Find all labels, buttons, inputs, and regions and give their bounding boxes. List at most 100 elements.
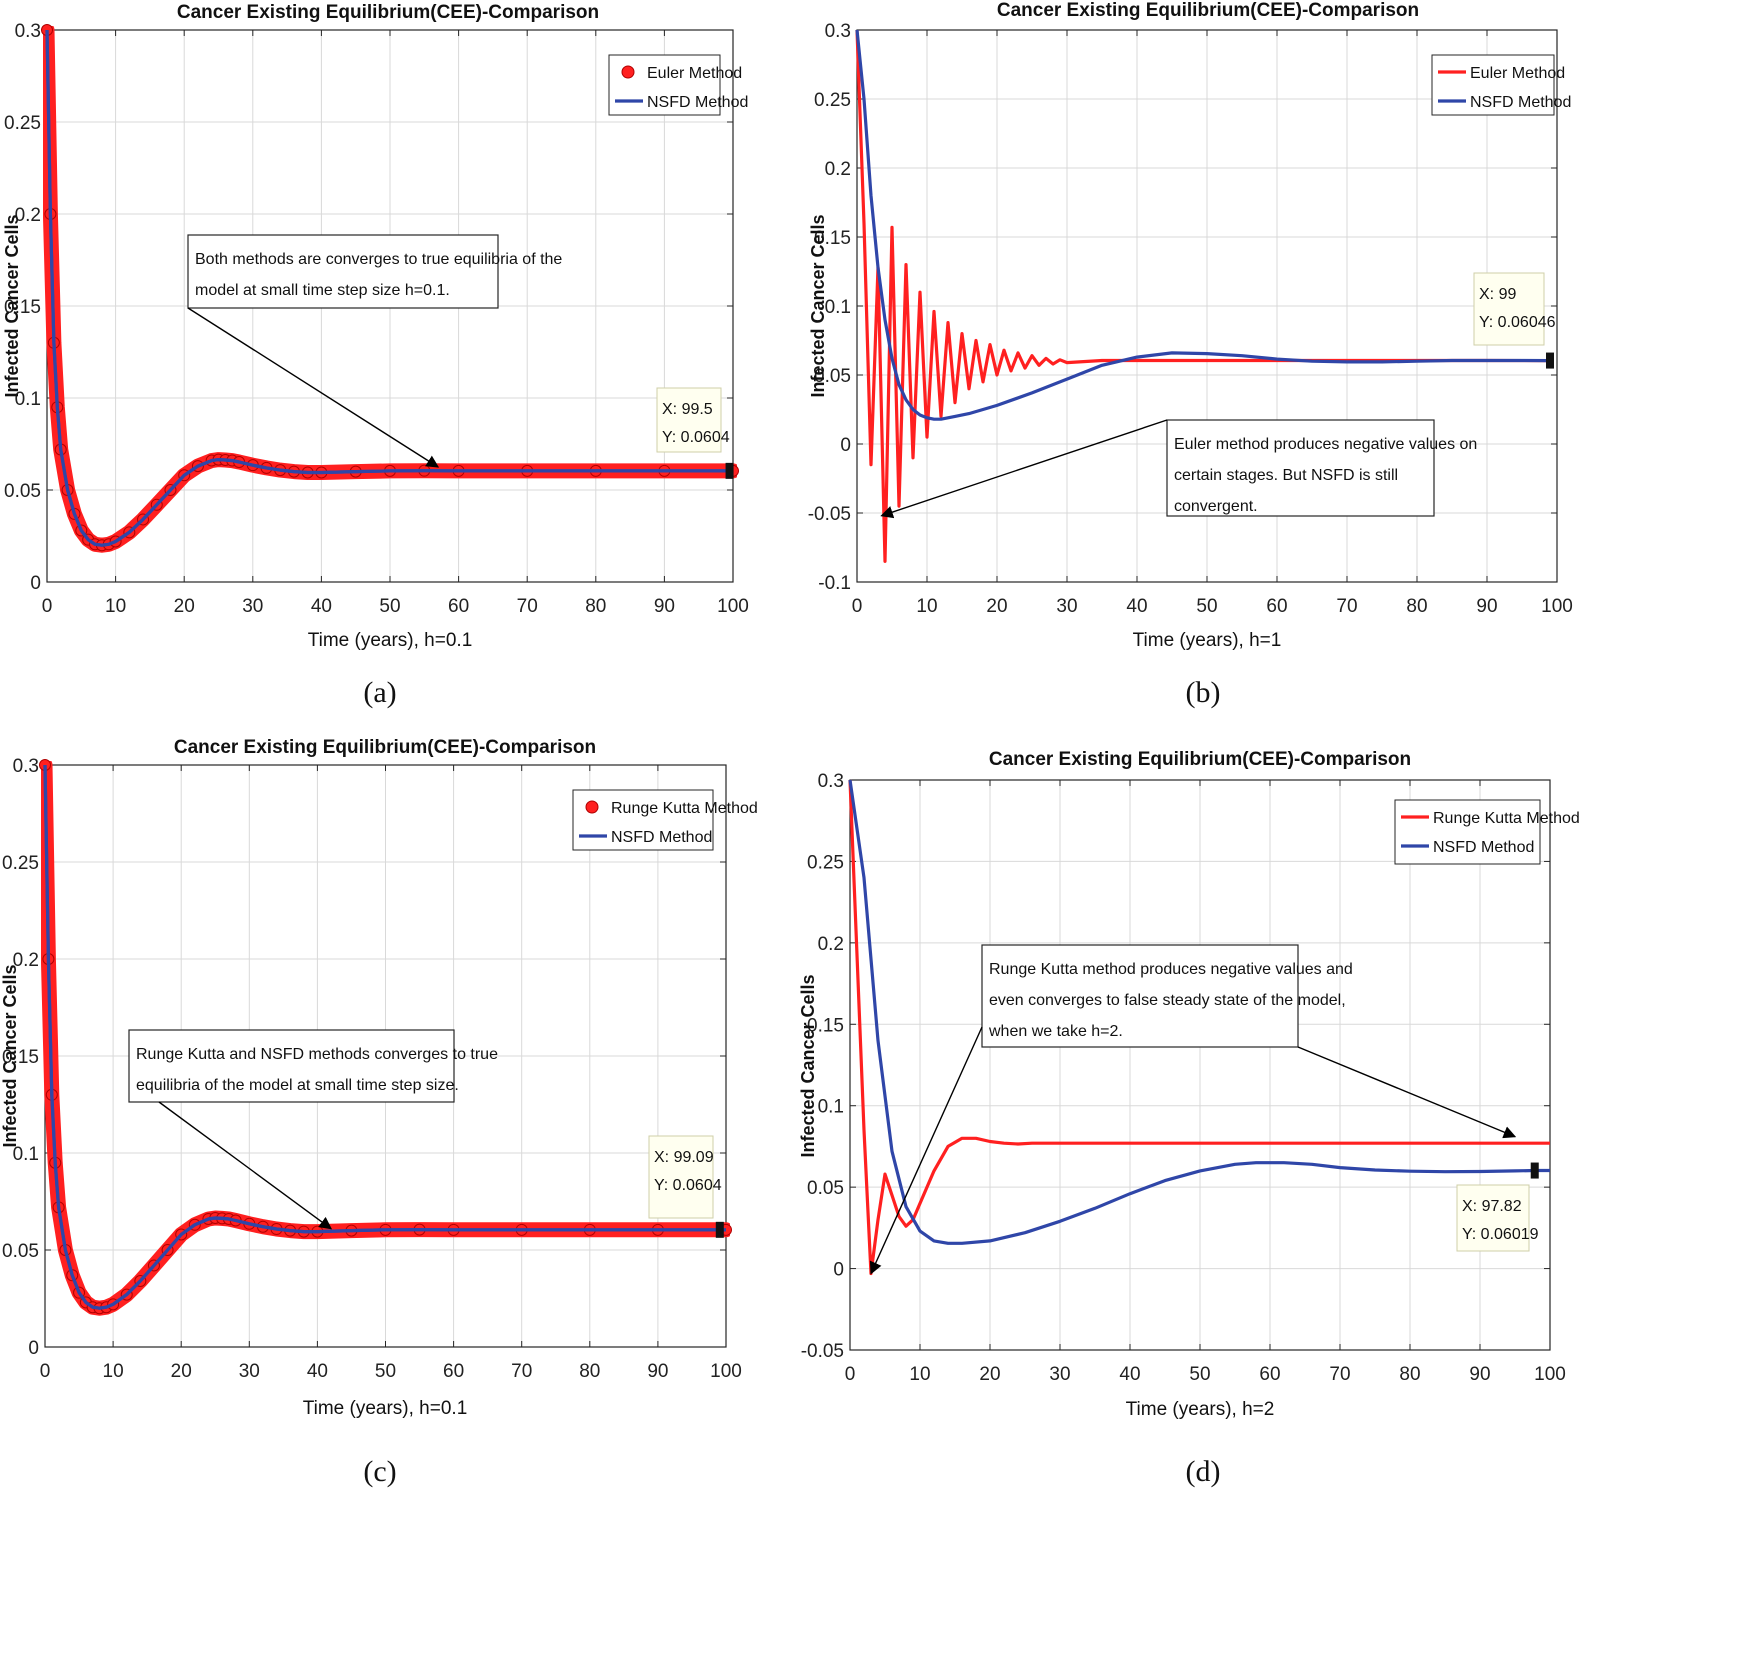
series-nsfd-line-overlay [45, 29, 733, 547]
y-tick-label: 0.2 [818, 934, 844, 955]
x-tick-label: 50 [1189, 1364, 1210, 1385]
y-tick-label: 0.3 [13, 756, 39, 777]
annotation-text: equilibria of the model at small time st… [136, 1077, 459, 1094]
panel-label: (b) [1186, 676, 1221, 709]
datatip-marker [1530, 1162, 1539, 1179]
x-tick-label: 70 [1336, 596, 1357, 617]
datatip: X: 99 Y: 0.06046 [1473, 272, 1556, 369]
chart-panel-a: 0 10 20 30 40 50 60 70 80 90 100 0 0.05 0.1 0.15 0.2 0.2… [2, 2, 749, 709]
x-tick-label: 90 [1476, 596, 1497, 617]
x-tick-label: 0 [845, 1364, 856, 1385]
x-tick-label: 0 [40, 1361, 51, 1382]
datatip-text: X: 99.5 [662, 401, 713, 418]
datatip-box [1473, 272, 1545, 346]
y-tick-label: 0.05 [4, 481, 41, 502]
annotation-text: when we take h=2. [988, 1023, 1123, 1040]
y-tick-label: 0.1 [15, 389, 41, 410]
y-tick-label: 0 [28, 1338, 39, 1359]
datatip-text: Y: 0.0604 [654, 1177, 722, 1194]
legend-box [1394, 799, 1541, 865]
y-tick-label: 0 [30, 573, 41, 594]
x-tick-label: 60 [1266, 596, 1287, 617]
y-tick-label: -0.05 [808, 504, 851, 525]
datatip-text: Y: 0.0604 [662, 429, 730, 446]
y-tick-label: 0.1 [818, 1097, 844, 1118]
annotation-box [187, 234, 499, 309]
x-tick-label: 70 [517, 596, 538, 617]
y-tick-label: 0 [833, 1260, 844, 1281]
x-tick-label: 50 [379, 596, 400, 617]
legend-box [1431, 54, 1555, 116]
annotation-arrow [187, 307, 440, 468]
x-tick-label: 90 [1469, 1364, 1490, 1385]
x-tick-label: 10 [103, 1361, 124, 1382]
y-tick-label: -0.05 [801, 1341, 844, 1362]
y-tick-label: 0.25 [807, 852, 844, 873]
x-tick-label: 90 [654, 596, 675, 617]
annotation-arrow [880, 419, 1168, 519]
datatip-text: X: 99.09 [654, 1149, 714, 1166]
annotation: Runge Kutta method produces negative val… [869, 944, 1517, 1275]
datatip-marker [725, 462, 734, 479]
series-line-1 [855, 29, 1551, 421]
datatip-marker [1546, 352, 1554, 369]
x-tick-label: 60 [448, 596, 469, 617]
annotation-text: convergent. [1174, 498, 1258, 515]
y-axis-label: Infected Cancer Cells [798, 974, 818, 1157]
datatip-box [656, 387, 722, 453]
y-tick-label: 0.15 [2, 1047, 39, 1068]
legend-label: Euler Method [1470, 65, 1565, 82]
x-tick-label: 50 [375, 1361, 396, 1382]
y-tick-label: 0.2 [13, 950, 39, 971]
y-tick-label: 0.15 [814, 228, 851, 249]
annotation: Runge Kutta and NSFD methods converges t… [128, 1029, 498, 1230]
x-axis-label: Time (years), h=0.1 [308, 630, 473, 651]
y-tick-label: 0.3 [15, 21, 41, 42]
chart-panel-b: 0 10 20 30 40 50 60 70 80 90 100 -0.1 -0.05 0 0.05 0.1 0… [808, 0, 1573, 709]
annotation: Euler method produces negative values on… [880, 419, 1477, 519]
legend: Euler Method NSFD Method [608, 54, 748, 116]
annotation-arrow [869, 1026, 983, 1275]
series-nsfd-line-overlay [43, 764, 726, 1310]
datatip: X: 97.82 Y: 0.06019 [1456, 1162, 1539, 1252]
series-line-0 [848, 779, 1550, 1276]
y-tick-label: 0.15 [807, 1015, 844, 1036]
chart-title: Cancer Existing Equilibrium(CEE)-Compari… [989, 749, 1411, 770]
x-tick-label: 40 [311, 596, 332, 617]
x-tick-label: 30 [1056, 596, 1077, 617]
legend-marker-symbol [621, 65, 635, 79]
y-tick-label: 0.25 [2, 853, 39, 874]
datatip-text: X: 97.82 [1462, 1198, 1522, 1215]
x-tick-label: 80 [1399, 1364, 1420, 1385]
x-tick-label: 40 [1126, 596, 1147, 617]
panel-label: (a) [363, 676, 396, 709]
panel-label: (d) [1186, 1455, 1221, 1488]
annotation: Both methods are converges to true equil… [187, 234, 562, 468]
y-tick-label: 0.2 [825, 159, 851, 180]
annotation-box [1166, 419, 1435, 517]
legend-label: NSFD Method [611, 829, 712, 846]
datatip-text: Y: 0.06046 [1479, 314, 1556, 331]
legend-box [572, 789, 714, 851]
legend: Runge Kutta Method NSFD Method [572, 789, 758, 851]
y-axis-label: Infected Cancer Cells [0, 964, 20, 1147]
legend-label: NSFD Method [1470, 94, 1571, 111]
x-axis-label: Time (years), h=0.1 [303, 1398, 468, 1419]
x-tick-label: 100 [1541, 596, 1573, 617]
x-tick-label: 20 [979, 1364, 1000, 1385]
x-tick-label: 0 [42, 596, 53, 617]
legend: Euler Method NSFD Method [1431, 54, 1571, 116]
x-tick-label: 100 [717, 596, 749, 617]
annotation-text: model at small time step size h=0.1. [195, 282, 450, 299]
annotation-text: Runge Kutta method produces negative val… [989, 961, 1353, 978]
datatip-box [648, 1135, 714, 1219]
x-tick-label: 100 [1534, 1364, 1566, 1385]
x-tick-label: 0 [852, 596, 863, 617]
x-tick-label: 80 [1406, 596, 1427, 617]
x-tick-label: 90 [647, 1361, 668, 1382]
x-tick-label: 30 [242, 596, 263, 617]
y-axis-label: Infected Cancer Cells [2, 214, 22, 397]
y-tick-label: 0.15 [4, 297, 41, 318]
datatip-text: X: 99 [1479, 286, 1516, 303]
y-tick-label: 0.25 [814, 90, 851, 111]
